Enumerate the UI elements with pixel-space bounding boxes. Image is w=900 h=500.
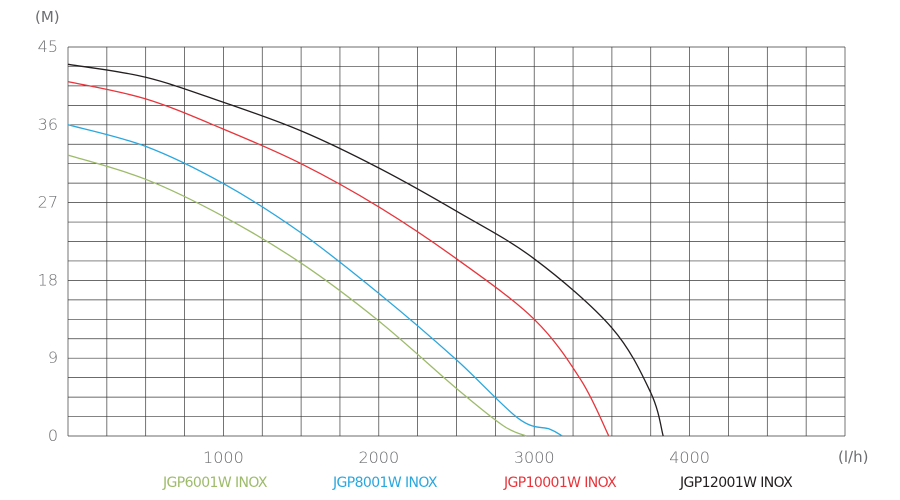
series-line: [67, 80, 610, 437]
x-tick-label: 2000: [358, 448, 399, 467]
y-tick-label: 36: [38, 115, 58, 134]
x-tick-label: 4000: [669, 448, 710, 467]
legend-entry: JGP6001W INOX: [162, 475, 268, 491]
y-tick-labels: 0 9 18 27 36 45: [38, 37, 58, 445]
x-unit-label: (l/h): [838, 448, 868, 466]
y-tick-label: 18: [38, 270, 58, 289]
legend: JGP6001W INOX JGP8001W INOX JGP10001W INOX…: [162, 475, 794, 491]
series-lines: [67, 63, 664, 437]
x-tick-label: 1000: [203, 448, 244, 467]
grid: [67, 46, 846, 437]
series-line: [67, 63, 664, 437]
y-tick-label: 27: [38, 193, 58, 212]
series-line: [67, 154, 527, 437]
series-line: [67, 124, 563, 437]
y-tick-label: 0: [48, 426, 58, 445]
y-tick-label: 45: [38, 37, 58, 56]
y-unit-label: (M): [35, 8, 60, 26]
legend-entry: JGP12001W INOX: [679, 475, 793, 491]
x-tick-labels: 1000 2000 3000 4000: [203, 448, 710, 467]
y-tick-label: 9: [48, 348, 58, 367]
legend-entry: JGP10001W INOX: [503, 475, 617, 491]
x-tick-label: 3000: [514, 448, 555, 467]
legend-entry: JGP8001W INOX: [332, 475, 438, 491]
